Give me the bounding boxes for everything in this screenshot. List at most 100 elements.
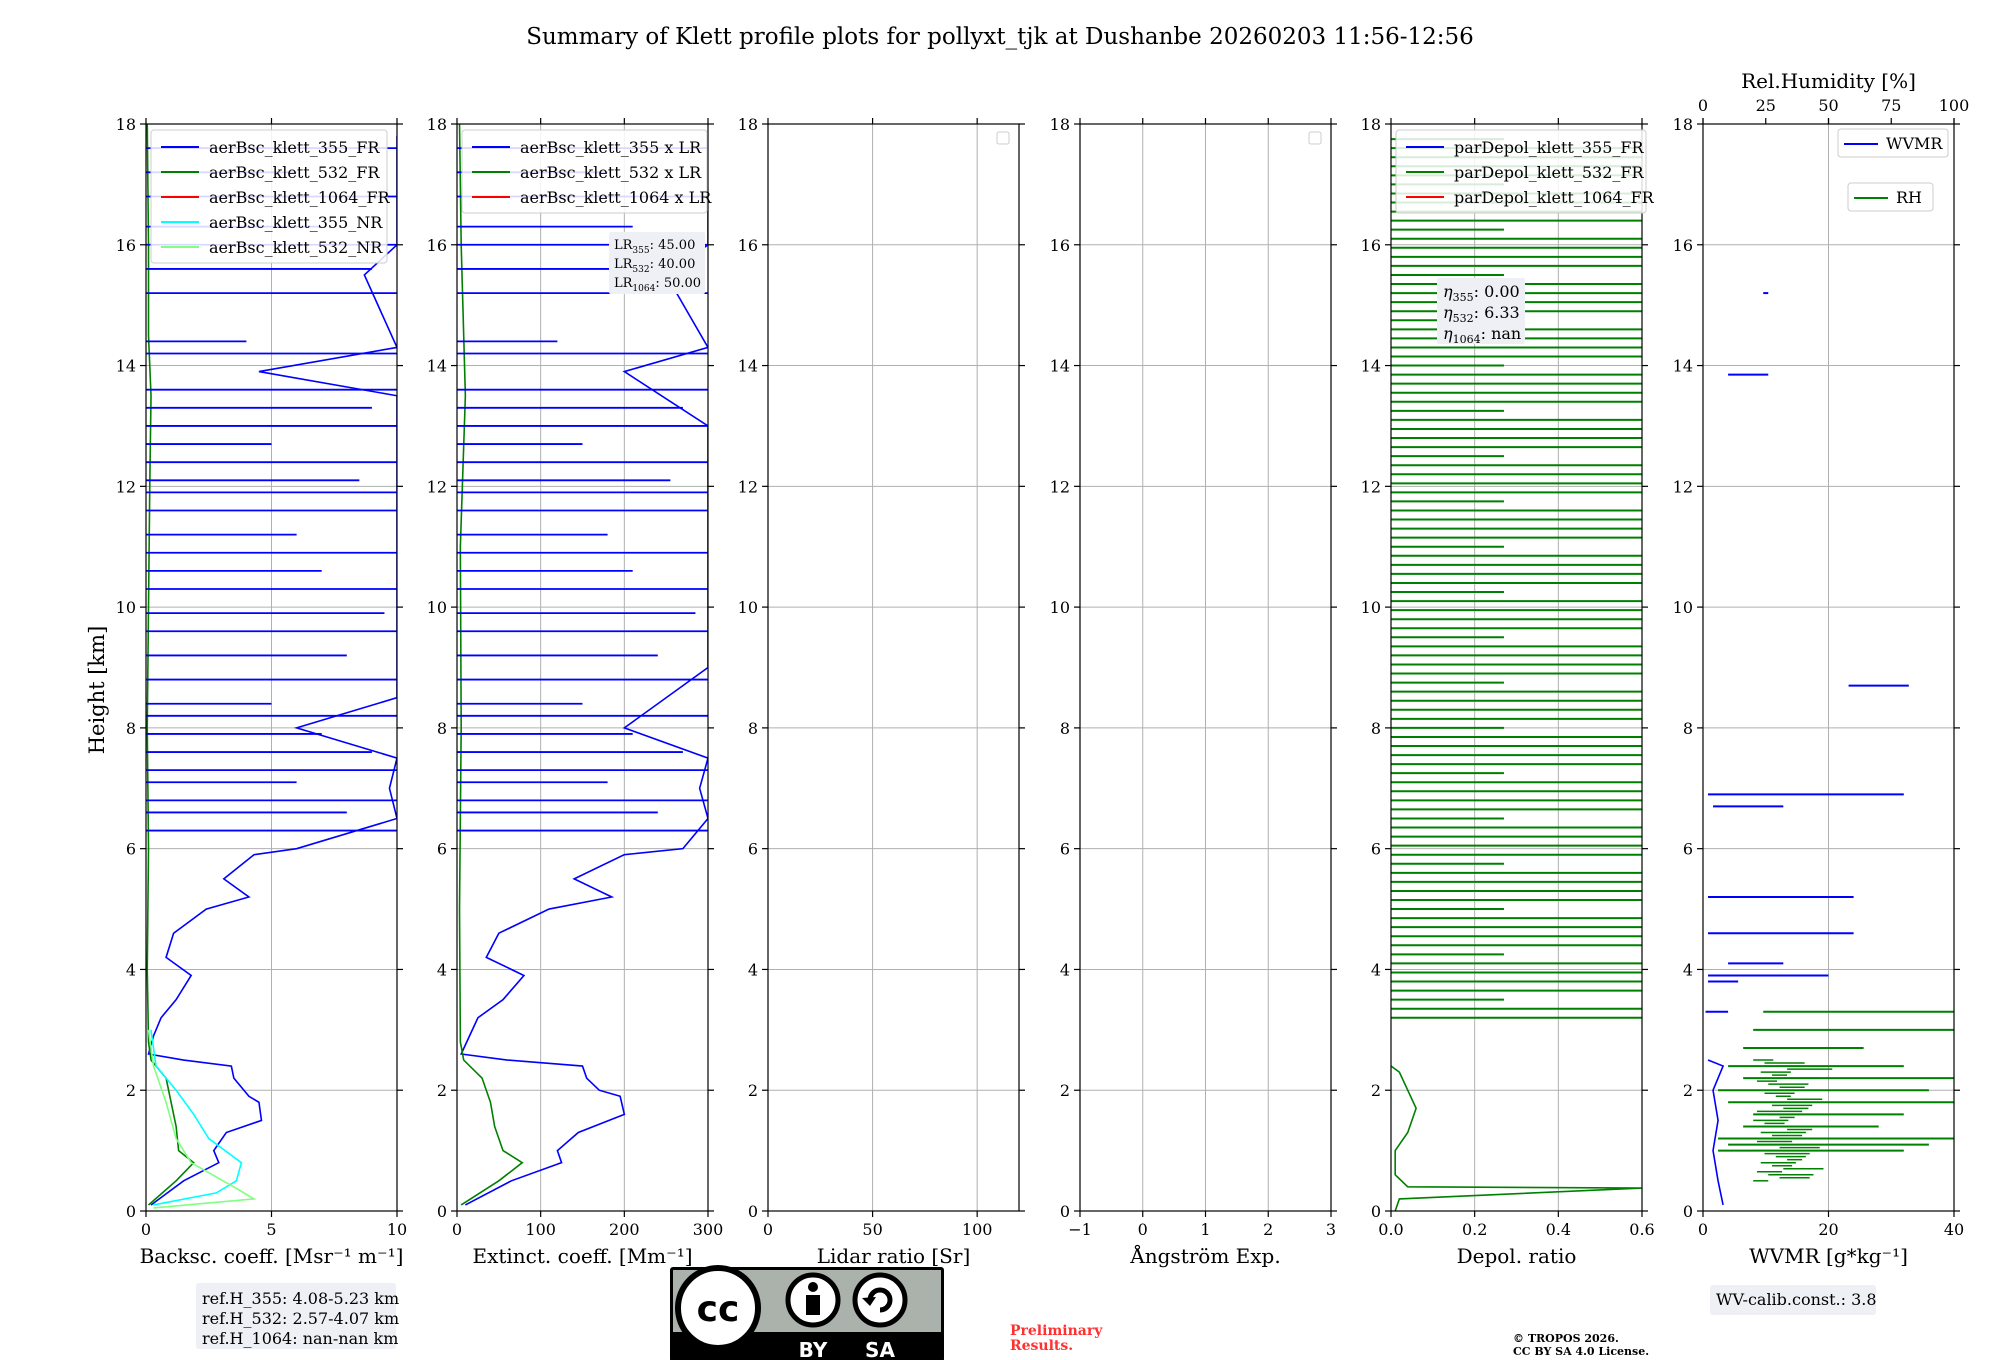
y-tick-label: 12 (116, 477, 136, 496)
axes-frame (1079, 123, 1332, 1212)
y-tick-label: 0 (126, 1202, 136, 1221)
y-tick-label: 16 (738, 236, 758, 255)
y-tick-label: 4 (437, 960, 447, 979)
x-tick-label: 200 (609, 1220, 640, 1239)
series-aerBsc_klett_355 x LR (460, 136, 708, 1206)
legend-label: aerBsc_klett_355 x LR (520, 138, 702, 157)
eta-entry: η355: 0.00 (1443, 282, 1520, 304)
y-tick-label: 16 (1673, 236, 1693, 255)
empty-legend-icon (996, 131, 1010, 145)
lidar-ratio-box (609, 232, 705, 294)
y-tick-label: 6 (1371, 840, 1381, 859)
legend-box (150, 129, 388, 264)
y-tick-label: 10 (738, 598, 758, 617)
y-tick-label: 8 (1683, 719, 1693, 738)
x-tick-label: 0.4 (1546, 1220, 1571, 1239)
x-tick-label: 0.2 (1462, 1220, 1487, 1239)
y-tick-label: 0 (748, 1202, 758, 1221)
legend-label: aerBsc_klett_355_NR (209, 213, 383, 232)
preliminary-label: Preliminary (1010, 1323, 1103, 1339)
y-tick-label: 18 (1050, 115, 1070, 134)
y-tick-label: 16 (1050, 236, 1070, 255)
y-tick-label: 18 (116, 115, 136, 134)
x-tick-label: 40 (1944, 1220, 1964, 1239)
y-tick-label: 8 (437, 719, 447, 738)
reference-height-box: ref.H_355: 4.08-5.23 km ref.H_532: 2.57-… (196, 1283, 399, 1349)
x-tick-label: 20 (1818, 1220, 1838, 1239)
chart-title: Summary of Klett profile plots for polly… (526, 24, 1474, 50)
x-axis-label: WVMR [g*kg⁻¹] (1749, 1244, 1908, 1268)
y-tick-label: 12 (1673, 477, 1693, 496)
y-axis-label: Height [km] (85, 626, 109, 755)
legend-box (461, 129, 708, 214)
y-tick-label: 8 (126, 719, 136, 738)
y-tick-label: 12 (738, 477, 758, 496)
y-tick-label: 4 (126, 960, 136, 979)
y-tick-label: 2 (437, 1081, 447, 1100)
series-WVMR (1707, 1059, 1725, 1206)
x-tick-label: 1 (1200, 1220, 1210, 1239)
top-axis-tick-label: 75 (1881, 96, 1901, 115)
x-tick-label: 5 (266, 1220, 276, 1239)
y-tick-label: 0 (1683, 1202, 1693, 1221)
wv-calibration-box: WV-calib.const.: 3.8 (1710, 1285, 1877, 1315)
y-tick-label: 4 (748, 960, 758, 979)
y-tick-label: 18 (738, 115, 758, 134)
x-tick-label: 0 (452, 1220, 462, 1239)
legend-label: WVMR (1886, 134, 1943, 153)
legend-box (1395, 129, 1647, 214)
x-axis-label: Lidar ratio [Sr] (817, 1244, 971, 1268)
ref-height-355: ref.H_355: 4.08-5.23 km (202, 1289, 399, 1308)
eta-entry: η1064: nan (1443, 324, 1521, 346)
lidar-ratio-entry: LR532: 40.00 (614, 257, 695, 275)
y-tick-label: 16 (116, 236, 136, 255)
legend-label: aerBsc_klett_532_NR (209, 238, 383, 257)
y-tick-label: 4 (1060, 960, 1070, 979)
legend-box (1837, 128, 1949, 158)
y-tick-label: 2 (748, 1081, 758, 1100)
legend-label: aerBsc_klett_355_FR (209, 138, 380, 157)
legend-label: parDepol_klett_532_FR (1454, 163, 1645, 182)
x-tick-label: 100 (525, 1220, 556, 1239)
y-tick-label: 14 (1361, 357, 1381, 376)
x-tick-label: 0.6 (1629, 1220, 1654, 1239)
y-tick-label: 8 (748, 719, 758, 738)
legend-box (1847, 182, 1934, 212)
y-tick-label: 4 (1683, 960, 1693, 979)
y-tick-label: 18 (1361, 115, 1381, 134)
y-tick-label: 18 (1673, 115, 1693, 134)
y-tick-label: 2 (1371, 1081, 1381, 1100)
x-tick-label: 3 (1326, 1220, 1336, 1239)
x-tick-label: 50 (862, 1220, 882, 1239)
legend-label: RH (1896, 188, 1922, 207)
x-tick-label: 10 (387, 1220, 407, 1239)
axes-frame (145, 123, 398, 1212)
y-tick-label: 6 (1060, 840, 1070, 859)
wv-calibration-constant: WV-calib.const.: 3.8 (1716, 1290, 1877, 1309)
series-aerBsc_klett_532_FR (146, 124, 195, 1206)
y-tick-label: 6 (748, 840, 758, 859)
y-tick-label: 14 (1673, 357, 1693, 376)
y-tick-label: 14 (738, 357, 758, 376)
top-axis-tick-label: 100 (1939, 96, 1970, 115)
panel-depol: 0.0 0.2 0.4 0.6 0 2 4 6 8 10 12 14 16 18 Depol. ratio p… (1361, 115, 1655, 1268)
y-tick-label: 6 (437, 840, 447, 859)
y-tick-label: 12 (1050, 477, 1070, 496)
axes-frame (1390, 123, 1643, 1212)
y-tick-label: 10 (1050, 598, 1070, 617)
top-axis-tick-label: 25 (1756, 96, 1776, 115)
x-tick-label: 0 (1698, 1220, 1708, 1239)
y-tick-label: 14 (427, 357, 447, 376)
axes-frame (767, 123, 1020, 1212)
x-tick-label: 0 (1138, 1220, 1148, 1239)
series-parDepol_klett_532_FR (1391, 1065, 1642, 1211)
lidar-ratio-entry: LR355: 45.00 (614, 238, 695, 256)
y-tick-label: 2 (126, 1081, 136, 1100)
y-tick-label: 2 (1060, 1081, 1070, 1100)
x-tick-label: 100 (962, 1220, 993, 1239)
series-aerBsc_klett_532 x LR (458, 124, 524, 1206)
y-tick-label: 10 (1673, 598, 1693, 617)
ref-height-532: ref.H_532: 2.57-4.07 km (202, 1309, 399, 1328)
